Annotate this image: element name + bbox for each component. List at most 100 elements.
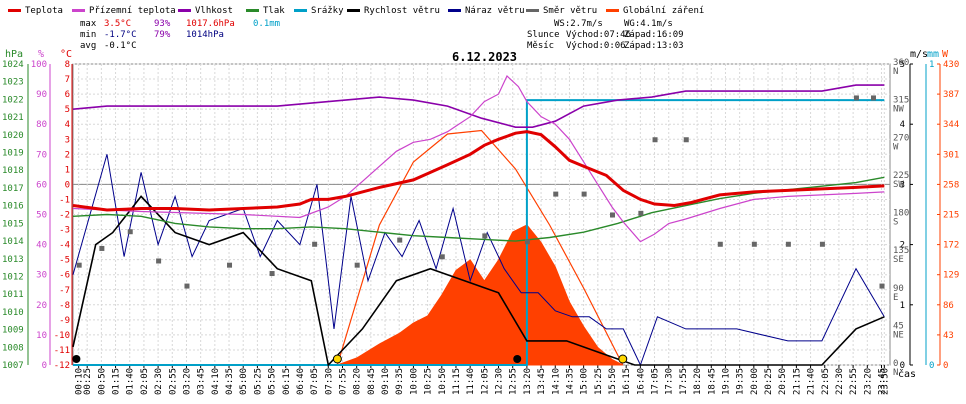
series-rain (73, 99, 885, 366)
temp-tick-label: -2 (59, 211, 70, 221)
legend-swatch (606, 9, 619, 12)
wind-direction-point (156, 258, 162, 264)
wind-direction-point (482, 233, 488, 239)
pct-tick-label: 40 (36, 241, 47, 251)
time-tick-label: 13:20 (523, 368, 533, 395)
hpa-tick-label: 1023 (2, 78, 24, 88)
hpa-tick-label: 1011 (2, 290, 24, 300)
legend-swatch (246, 9, 259, 12)
series-temperature (72, 130, 885, 212)
temp-tick-label: -6 (59, 271, 70, 281)
pct-tick-label: 90 (36, 90, 47, 100)
ms-axis-title: m/s (910, 49, 928, 60)
wind-direction-point (76, 262, 82, 268)
temp-tick-label: 6 (65, 90, 70, 100)
ms-tick-label: 4 (900, 120, 905, 130)
w-tick-label: 344 (943, 120, 959, 130)
legend-label: Globální záření (623, 6, 704, 16)
hpa-tick-label: 1010 (2, 308, 24, 318)
sunrise-marker (332, 354, 342, 364)
legend-swatch (347, 9, 360, 12)
hpa-tick-label: 1019 (2, 149, 24, 159)
temp-tick-label: 4 (65, 120, 70, 130)
pct-tick-label: 30 (36, 271, 47, 281)
legend-label: Náraz větru (465, 6, 525, 16)
temp-tick-label: -5 (59, 256, 70, 266)
temp-tick-label: 2 (65, 150, 70, 160)
time-tick-label: 16:40 (636, 368, 646, 395)
temp-tick-label: -7 (59, 286, 70, 296)
hpa-axis-title: hPa (5, 49, 23, 60)
time-tick-label: 08:20 (353, 368, 363, 395)
time-tick-label: 10:00 (409, 368, 419, 395)
temp-tick-label: 3 (65, 135, 70, 145)
moonrise-marker (72, 355, 81, 363)
time-tick-label: 14:35 (565, 368, 575, 395)
dir-tick-degree: 135 (893, 246, 909, 256)
wind-direction-point (581, 191, 587, 197)
hpa-tick-label: 1024 (2, 60, 24, 70)
wind-direction-point (439, 254, 445, 260)
time-tick-label: 17:05 (651, 368, 661, 395)
time-tick-label: 21:40 (807, 368, 817, 395)
temp-tick-label: -10 (54, 331, 70, 341)
temp-tick-label: 7 (65, 75, 70, 85)
stat-min-temp: -1.7°C (104, 30, 137, 40)
wind-speed-stat: WS:2.7m/s (554, 19, 603, 29)
pct-tick-label: 60 (36, 180, 47, 190)
time-tick-label: 19:35 (736, 368, 746, 395)
temp-tick-label: 8 (65, 60, 70, 70)
wind-direction-point (269, 271, 275, 277)
series-humidity (72, 84, 885, 128)
right-axes: m/s mm W 360N315NW270W225SW180S135SE90E4… (893, 49, 959, 378)
wind-direction-point (227, 262, 233, 268)
hpa-tick-label: 1012 (2, 272, 24, 282)
hpa-tick-label: 1015 (2, 219, 24, 229)
dir-tick-degree: 225 (893, 171, 909, 181)
time-tick-label: 00:10 (75, 368, 85, 395)
w-tick-label: 129 (943, 271, 959, 281)
temp-tick-label: -8 (59, 301, 70, 311)
temp-tick-label: 1 (65, 165, 70, 175)
stat-min-press: 1014hPa (186, 30, 224, 40)
time-tick-label: 05:00 (239, 368, 249, 395)
series-global-radiation (337, 224, 624, 366)
wind-direction-point (609, 212, 615, 218)
time-tick-label: 06:15 (282, 368, 292, 395)
time-tick-label: 22:05 (821, 368, 831, 395)
time-tick-label: 00:25 (83, 368, 93, 395)
stat-max-press: 1017.6hPa (186, 19, 235, 29)
legend-label: Srážky (311, 6, 344, 16)
time-tick-label: 23:20 (863, 368, 873, 395)
sun-label: Slunce (527, 30, 560, 40)
dir-tick-degree: 180 (893, 209, 909, 219)
time-tick-label: 09:10 (381, 368, 391, 395)
hpa-tick-label: 1014 (2, 237, 24, 247)
dir-tick-compass: W (893, 142, 899, 152)
temp-tick-label: -1 (59, 195, 70, 205)
time-tick-label: 07:05 (310, 368, 320, 395)
time-tick-label: 04:35 (225, 368, 235, 395)
time-tick-label: 22:30 (835, 368, 845, 395)
temp-tick-label: -12 (54, 361, 70, 371)
series-wind-speed (72, 195, 885, 367)
hpa-tick-label: 1013 (2, 255, 24, 265)
time-tick-label: 05:50 (268, 368, 278, 395)
wind-direction-point (785, 241, 791, 247)
legend-swatch (526, 9, 539, 12)
time-tick-label: 07:55 (338, 368, 348, 395)
dir-tick-compass: S (893, 218, 898, 228)
time-tick-label: 01:40 (126, 368, 136, 395)
time-tick-label: 15:50 (608, 368, 618, 395)
stat-max-rain: 0.1mm (253, 19, 280, 29)
stat-min-label: min (80, 30, 96, 40)
temp-tick-label: 0 (65, 180, 70, 190)
pct-tick-label: 100 (31, 60, 47, 70)
hpa-tick-label: 1016 (2, 202, 24, 212)
sun-rise: Východ:07:46 (566, 30, 631, 40)
legend-label: Teplota (25, 6, 63, 16)
hpa-tick-label: 1009 (2, 326, 24, 336)
pct-axis-title: % (38, 49, 44, 60)
chart-date-title: 6.12.2023 (452, 50, 517, 64)
dir-tick-compass: SE (893, 255, 904, 265)
